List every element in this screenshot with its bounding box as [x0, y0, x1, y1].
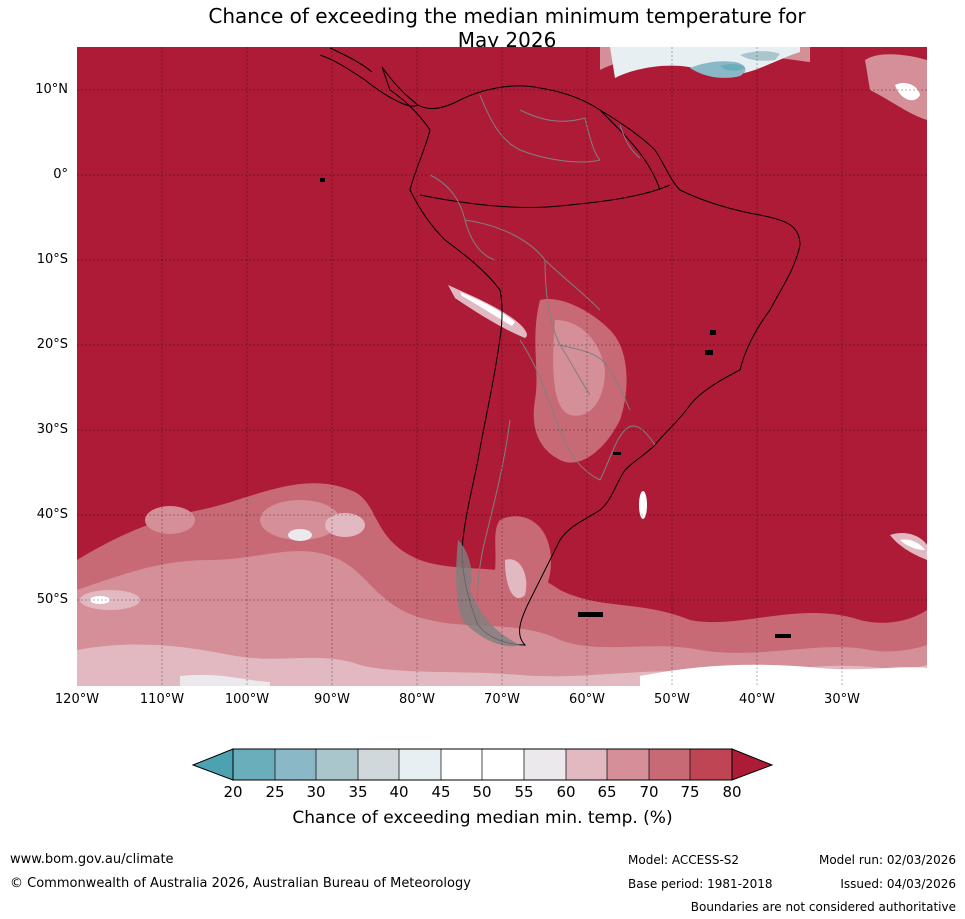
colorbar-tick: 55 — [514, 783, 534, 801]
title-line-1: Chance of exceeding the median minimum t… — [208, 4, 806, 28]
lon-label-50w: 50°W — [654, 692, 690, 707]
colorbar-tick: 20 — [223, 783, 243, 801]
issued-text: Issued: 04/03/2026 — [840, 877, 956, 891]
lat-label-0: 0° — [53, 167, 68, 182]
colorbar-tick: 80 — [722, 783, 742, 801]
website-link[interactable]: www.bom.gov.au/climate — [10, 852, 174, 867]
lon-label-100w: 100°W — [224, 692, 270, 707]
model-text: Model: ACCESS-S2 — [628, 853, 740, 867]
lon-label-120w: 120°W — [54, 692, 100, 707]
central-america-coastline — [319, 54, 419, 107]
lon-label-40w: 40°W — [739, 692, 775, 707]
colorbar-tick: 60 — [556, 783, 576, 801]
colorbar-tick: 75 — [680, 783, 700, 801]
base-period-text: Base period: 1981-2018 — [628, 877, 773, 891]
lon-label-110w: 110°W — [139, 692, 185, 707]
lat-label-10s: 10°S — [36, 252, 68, 267]
lon-label-30w: 30°W — [824, 692, 860, 707]
colorbar-tick: 25 — [265, 783, 285, 801]
colorbar-tick: 70 — [639, 783, 659, 801]
lat-label-20s: 20°S — [36, 337, 68, 352]
colorbar-tick: 40 — [389, 783, 409, 801]
colorbar — [191, 748, 774, 781]
lat-label-30s: 30°S — [36, 422, 68, 437]
lat-label-40s: 40°S — [36, 507, 68, 522]
lon-label-60w: 60°W — [569, 692, 605, 707]
colorbar-label: Chance of exceeding median min. temp. (%… — [292, 808, 673, 828]
colorbar-tick: 45 — [431, 783, 451, 801]
lat-label-50s: 50°S — [36, 592, 68, 607]
copyright-text: © Commonwealth of Australia 2026, Austra… — [10, 876, 471, 891]
lat-label-10n: 10°N — [35, 82, 68, 97]
lon-label-80w: 80°W — [399, 692, 435, 707]
gridlines — [77, 47, 927, 686]
islands — [320, 178, 791, 638]
colorbar-tick: 65 — [597, 783, 617, 801]
map-area — [77, 47, 927, 686]
map-title: Chance of exceeding the median minimum t… — [0, 4, 965, 52]
lon-label-70w: 70°W — [484, 692, 520, 707]
lon-label-90w: 90°W — [314, 692, 350, 707]
model-run-text: Model run: 02/03/2026 — [818, 853, 956, 867]
disclaimer-text: Boundaries are not considered authoritat… — [690, 900, 956, 914]
colorbar-tick: 35 — [348, 783, 368, 801]
colorbar-tick: 30 — [306, 783, 326, 801]
colorbar-tick: 50 — [472, 783, 492, 801]
